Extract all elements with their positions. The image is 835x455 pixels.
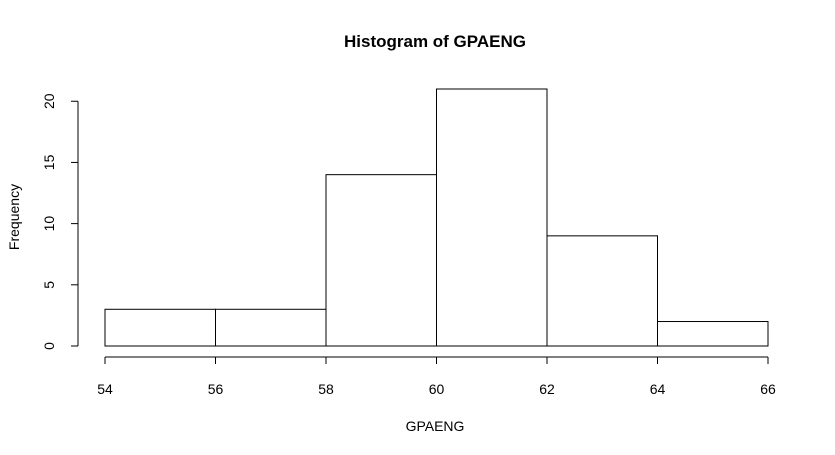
histogram-bar (215, 308, 327, 347)
x-axis: 54 56 58 60 62 64 66 (97, 356, 776, 397)
x-tick-label: 58 (318, 381, 334, 397)
y-tick-label: 0 (41, 342, 57, 350)
chart-title: Histogram of GPAENG (344, 32, 526, 51)
histogram-bar (657, 321, 769, 347)
x-tick-label: 56 (208, 381, 224, 397)
x-axis-label: GPAENG (406, 418, 465, 434)
x-tick-label: 66 (760, 381, 776, 397)
histogram-bar (104, 308, 216, 347)
y-axis: 0 5 10 15 20 (41, 93, 79, 350)
y-tick-label: 15 (41, 154, 57, 170)
y-tick-label: 10 (41, 216, 57, 232)
histogram-bar (325, 174, 437, 347)
x-tick-label: 54 (97, 381, 113, 397)
y-axis-label: Frequency (6, 184, 22, 250)
y-tick-label: 20 (41, 93, 57, 109)
x-tick-label: 64 (650, 381, 666, 397)
bars-group (104, 88, 769, 347)
histogram-bar (436, 88, 548, 347)
histogram-bar (546, 235, 658, 347)
x-tick-label: 62 (539, 381, 555, 397)
x-tick-label: 60 (429, 381, 445, 397)
y-tick-label: 5 (41, 281, 57, 289)
